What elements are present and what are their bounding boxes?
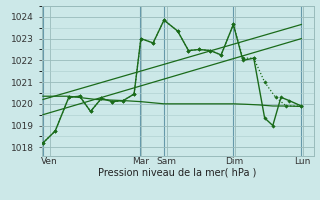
X-axis label: Pression niveau de la mer( hPa ): Pression niveau de la mer( hPa ) — [99, 168, 257, 178]
